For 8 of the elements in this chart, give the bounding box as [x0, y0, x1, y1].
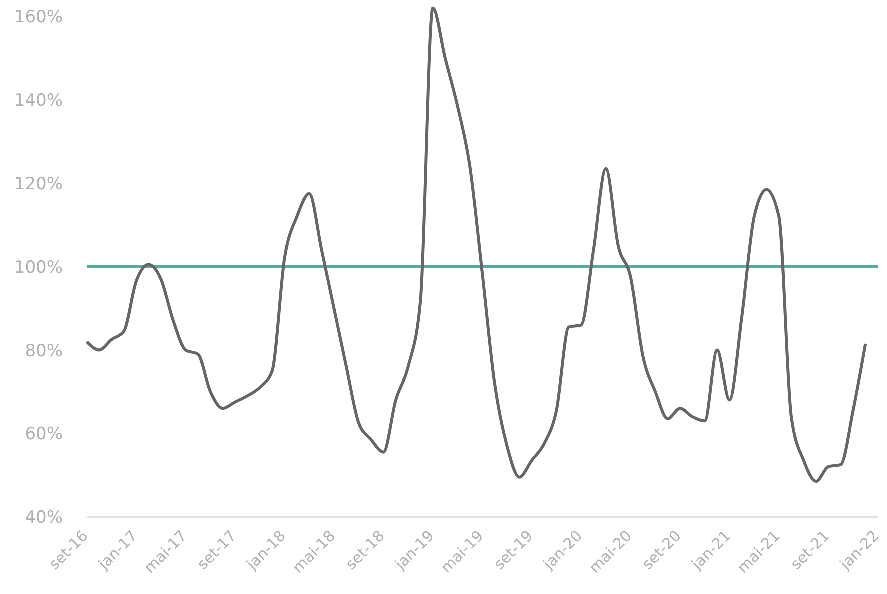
y-tick-label: 100%	[14, 258, 63, 278]
y-tick-label: 160%	[14, 8, 63, 28]
y-tick-label: 140%	[14, 91, 63, 112]
y-tick-label: 120%	[14, 174, 63, 194]
y-tick-label: 80%	[25, 341, 63, 362]
line-series	[86, 6, 868, 484]
y-tick-label: 60%	[25, 424, 63, 445]
y-tick-label: 40%	[25, 508, 63, 528]
